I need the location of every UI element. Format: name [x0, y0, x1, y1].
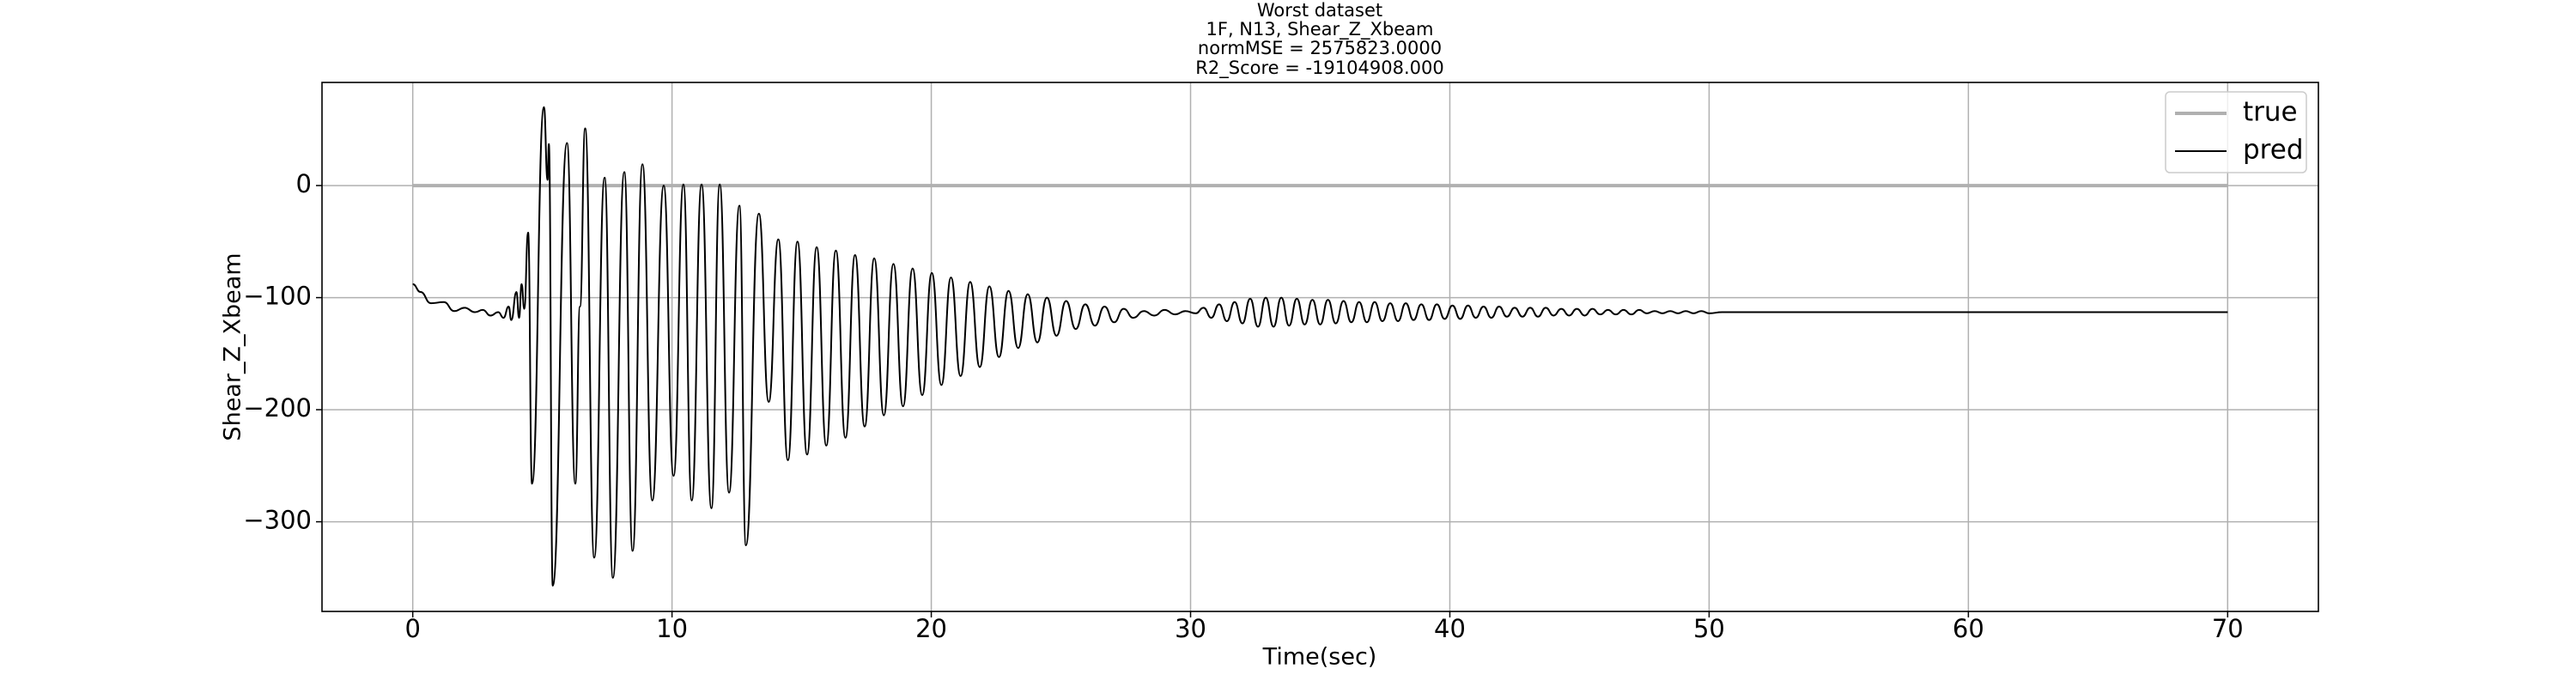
x-tick-label: 60: [1953, 614, 1984, 643]
x-tick-label: 10: [656, 614, 688, 643]
chart-title: normMSE = 2575823.0000: [1198, 38, 1442, 58]
x-tick-label: 20: [915, 614, 947, 643]
plot-frame: [321, 82, 2319, 612]
y-axis-label: Shear_Z_Xbeam: [220, 252, 246, 441]
x-tick-label: 0: [404, 614, 420, 643]
legend-label: pred: [2243, 135, 2304, 166]
x-tick-label: 40: [1434, 614, 1466, 643]
legend-label: true: [2243, 97, 2298, 128]
y-tick-label: 0: [296, 169, 312, 198]
y-tick-label: −100: [243, 282, 312, 311]
chart-title: Worst dataset: [1257, 0, 1382, 21]
chart-title: R2_Score = -19104908.000: [1195, 58, 1443, 79]
chart-title: 1F, N13, Shear_Z_Xbeam: [1206, 19, 1434, 40]
x-tick-label: 30: [1175, 614, 1206, 643]
x-tick-label: 50: [1693, 614, 1725, 643]
x-axis-label: Time(sec): [1262, 644, 1377, 671]
y-tick-label: −200: [243, 393, 312, 423]
data-line: [412, 106, 2228, 587]
x-tick-label: 70: [2212, 614, 2244, 643]
y-tick-label: −300: [243, 506, 312, 535]
